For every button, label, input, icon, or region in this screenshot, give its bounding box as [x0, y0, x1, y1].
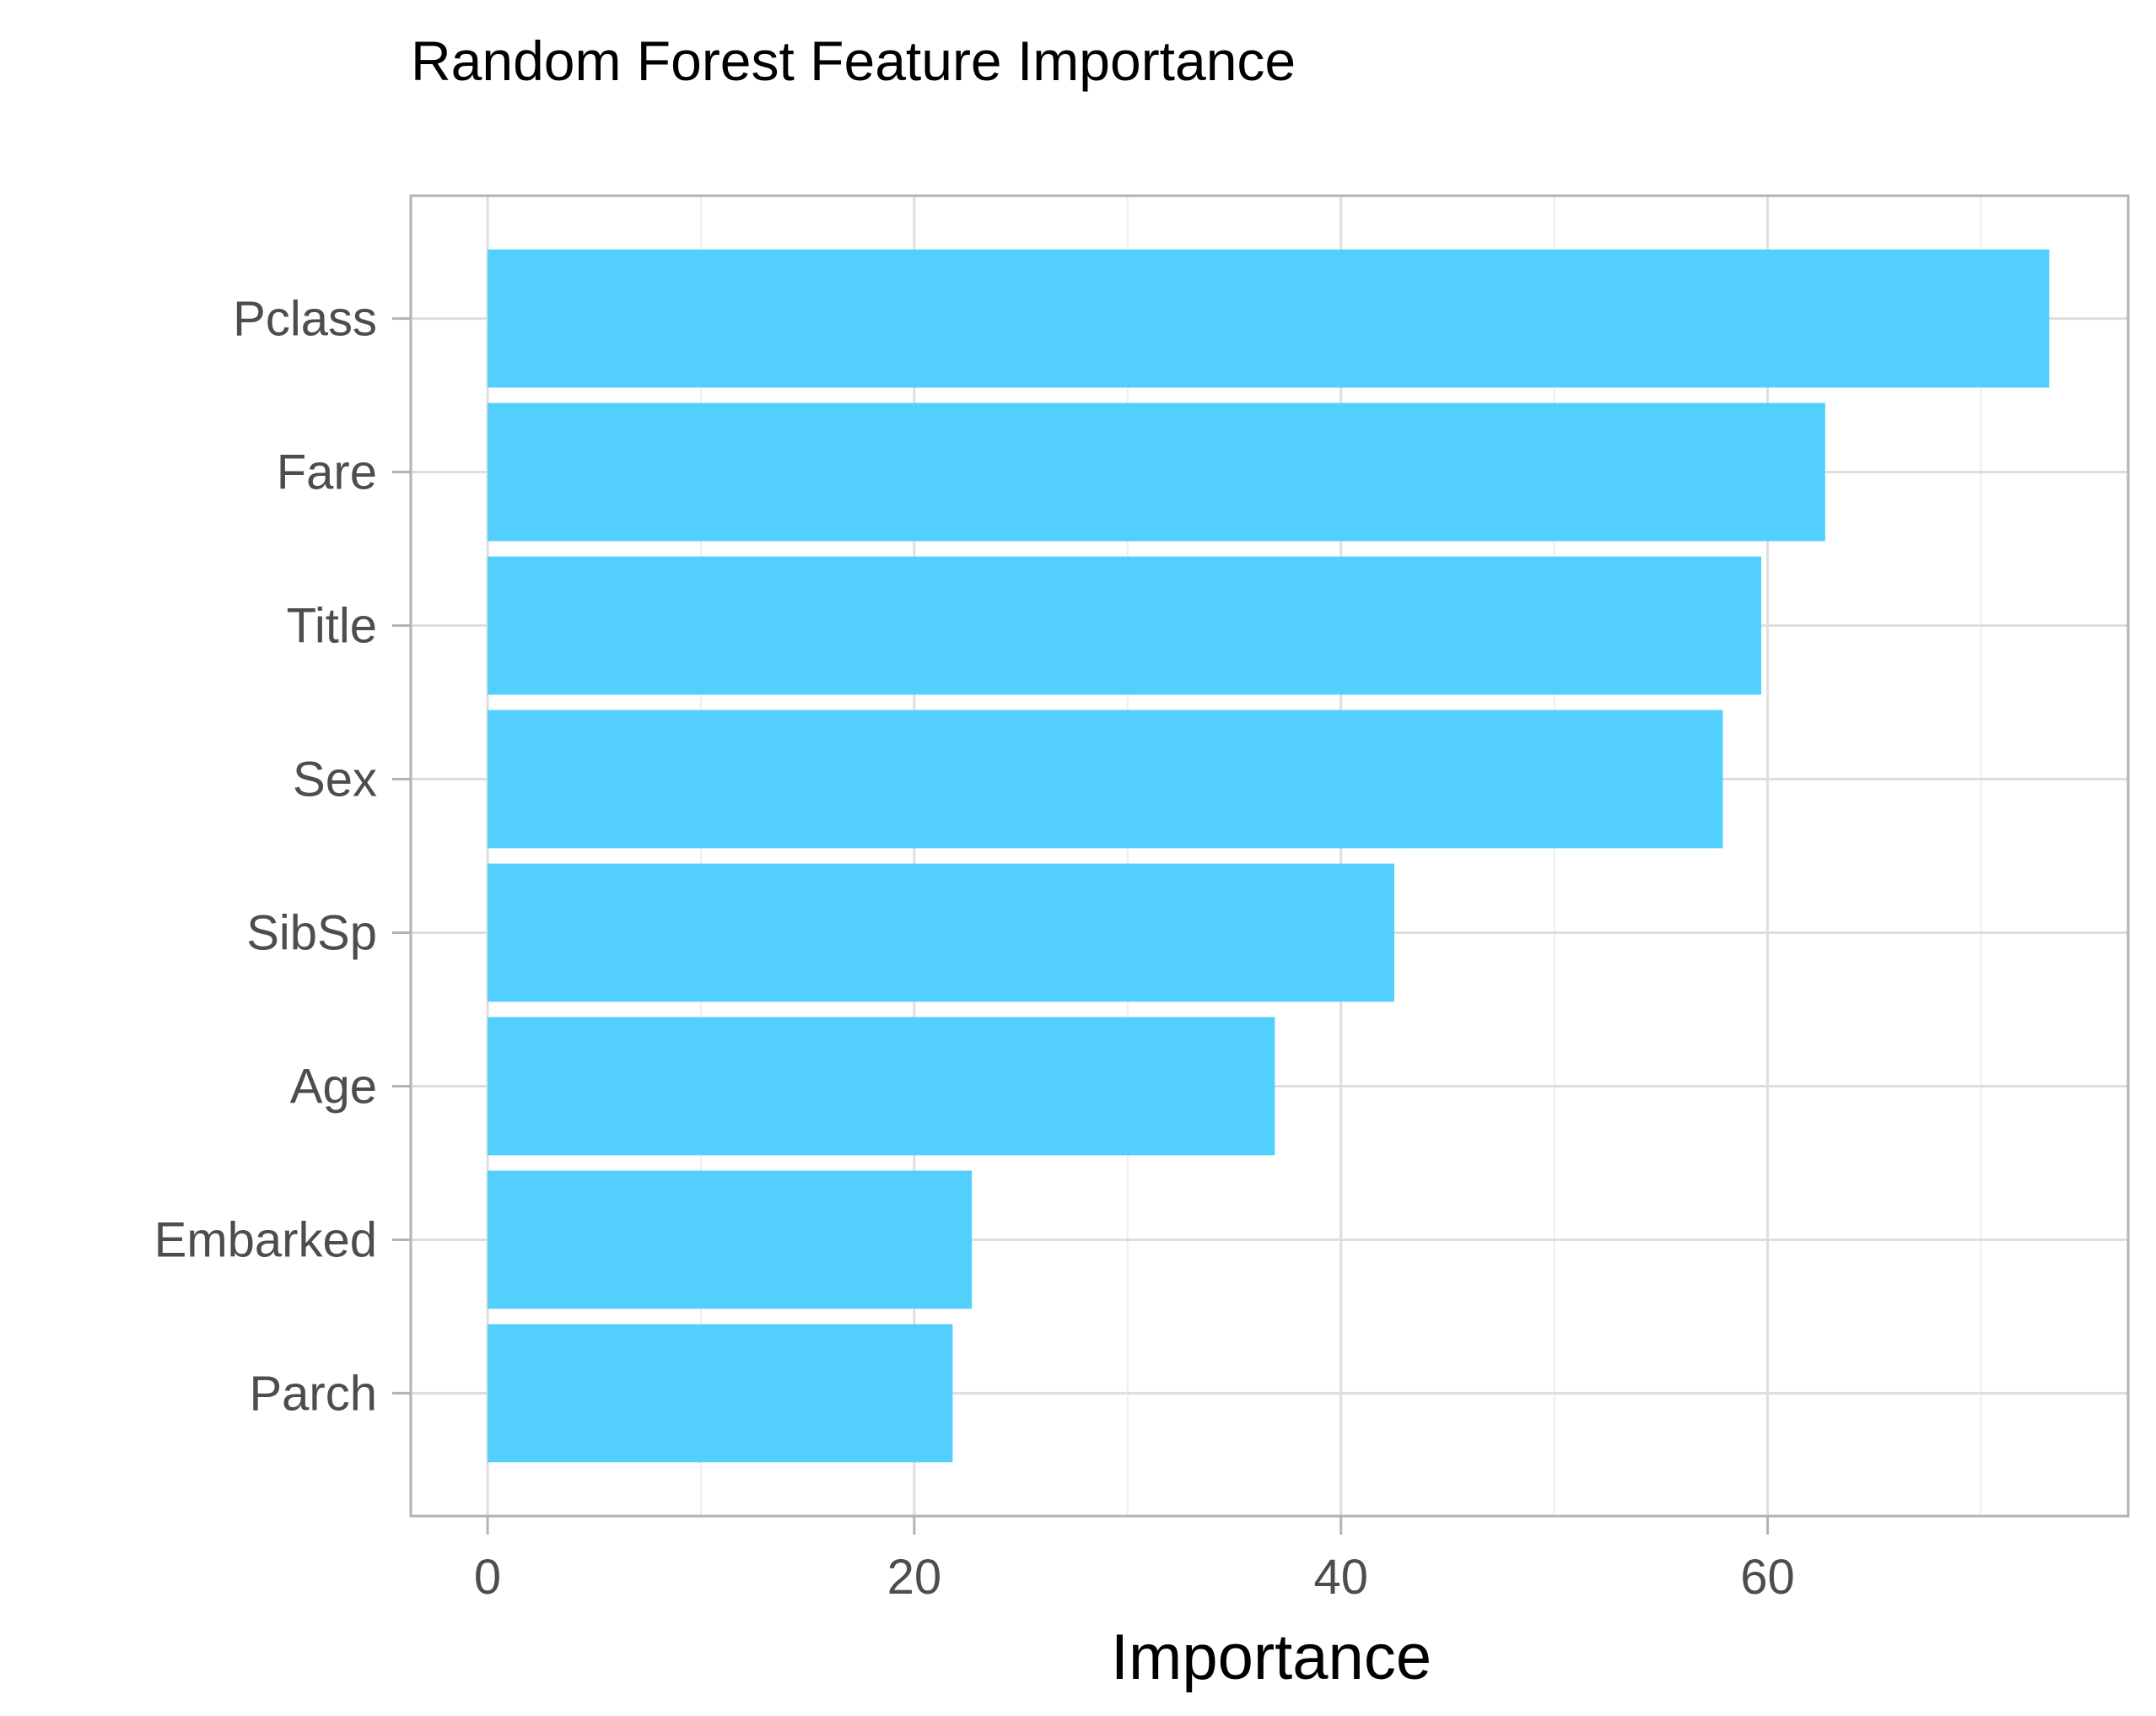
- x-tick-label: 0: [474, 1550, 501, 1605]
- x-tick-label: 40: [1313, 1550, 1368, 1605]
- y-tick-label: Parch: [249, 1366, 377, 1421]
- bar-sibsp: [488, 863, 1394, 1002]
- y-tick-label: Sex: [293, 753, 377, 807]
- grid: [411, 196, 2128, 1516]
- x-tick-label: 20: [887, 1550, 942, 1605]
- bar-embarked: [488, 1170, 973, 1309]
- bar-age: [488, 1017, 1275, 1156]
- x-tick-label: 60: [1740, 1550, 1795, 1605]
- bars: [488, 249, 2050, 1463]
- y-tick-label: Fare: [277, 445, 377, 500]
- y-tick-label: SibSp: [246, 905, 377, 960]
- bar-sex: [488, 710, 1723, 849]
- panel-border: [409, 194, 2130, 1518]
- y-tick-label: Pclass: [233, 292, 377, 347]
- bar-fare: [488, 402, 1825, 542]
- axes: Pclass Fare Title Sex SibSp Age Embarked Parch 0…: [154, 194, 2130, 1605]
- bar-pclass: [488, 249, 2050, 388]
- bar-parch: [488, 1324, 953, 1463]
- chart-title: Random Forest Feature Importance: [411, 30, 1296, 92]
- y-tick-label: Title: [287, 599, 377, 654]
- y-tick-label: Age: [290, 1059, 377, 1114]
- x-axis-title: Importance: [1111, 1622, 1431, 1693]
- y-tick-label: Embarked: [154, 1212, 377, 1267]
- bar-title: [488, 556, 1761, 695]
